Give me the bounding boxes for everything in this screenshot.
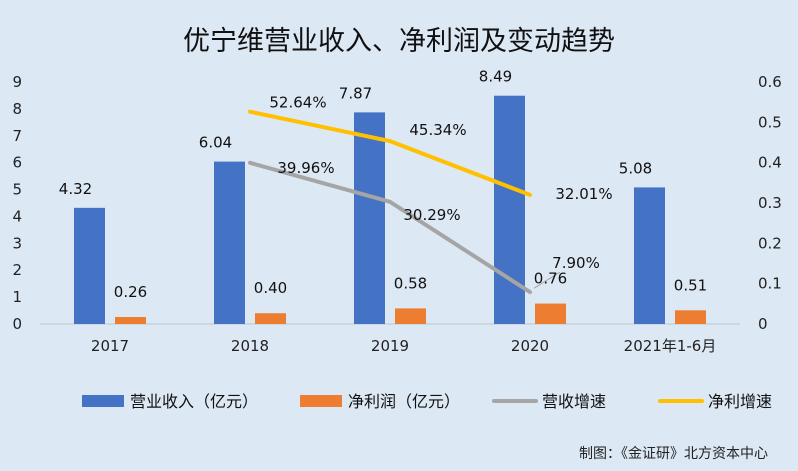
x-tick-label: 2021年1-6月: [624, 337, 717, 355]
y-right-tick-label: 0.2: [758, 234, 782, 252]
y-right-tick-label: 0.1: [758, 275, 782, 293]
revenue-data-label: 7.87: [339, 84, 372, 102]
legend-swatch: [82, 395, 124, 407]
x-tick-label: 2020: [511, 337, 549, 355]
revenue-bar: [354, 112, 385, 324]
net-profit-data-label: 0.76: [534, 270, 567, 288]
legend-label: 净利润（亿元）: [348, 392, 460, 411]
legend-label: 营业收入（亿元）: [130, 392, 258, 411]
revenue-growth-label: 39.96%: [277, 159, 334, 177]
y-left-tick-label: 6: [12, 154, 22, 172]
net-profit-bar: [115, 317, 146, 324]
legend: 营业收入（亿元） 净利润（亿元） 营收增速 净利增速: [82, 392, 772, 411]
revenue-data-label: 8.49: [479, 68, 512, 86]
x-axis: 2017 2018 2019 2020 2021年1-6月: [91, 337, 716, 355]
chart-credit: 制图：《金证研》北方资本中心: [579, 446, 768, 462]
y-right-tick-label: 0.3: [758, 194, 782, 212]
revenue-data-label: 5.08: [619, 159, 652, 177]
net-profit-data-label: 0.26: [114, 283, 147, 301]
net-profit-data-label: 0.58: [394, 274, 427, 292]
revenue-growth-line: [248, 160, 532, 295]
revenue-bar: [74, 207, 105, 324]
net-profit-growth-line: [248, 109, 532, 197]
net-profit-growth-label: 32.01%: [555, 185, 612, 203]
legend-label: 净利增速: [708, 392, 772, 411]
y-left-tick-label: 3: [12, 234, 22, 252]
y-left-tick-label: 2: [12, 261, 22, 279]
net-profit-bar: [675, 310, 706, 324]
net-profit-bar: [255, 313, 286, 324]
net-profit-data-label: 0.40: [254, 279, 287, 297]
net-profit-growth-label: 52.64%: [269, 94, 326, 112]
y-left-tick-label: 1: [12, 288, 22, 306]
label-leader-line: [533, 271, 561, 289]
lines-group: [248, 109, 561, 295]
y-right-tick-label: 0.6: [758, 73, 782, 91]
chart-title: 优宁维营业收入、净利润及变动趋势: [183, 26, 615, 57]
net-profit-bar: [395, 308, 426, 324]
y-right-tick-label: 0: [758, 315, 768, 333]
x-tick-label: 2019: [371, 337, 409, 355]
y-left-tick-label: 5: [12, 181, 22, 199]
revenue-growth-label: 7.90%: [552, 254, 600, 272]
revenue-bar: [634, 187, 665, 324]
revenue-data-label: 4.32: [59, 180, 92, 198]
net-profit-data-label: 0.51: [674, 276, 707, 294]
x-tick-label: 2017: [91, 337, 129, 355]
revenue-data-label: 6.04: [199, 134, 232, 152]
data-labels-group: 4.32 6.04 7.87 8.49 5.08 0.26 0.40 0.58 0.76 0.51…: [59, 68, 707, 301]
legend-label: 营收增速: [542, 392, 606, 411]
y-left-tick-label: 9: [12, 73, 22, 91]
y-axis-right: 0 0.1 0.2 0.3 0.4 0.5 0.6: [758, 73, 782, 333]
revenue-growth-label: 30.29%: [403, 206, 460, 224]
legend-swatch: [300, 395, 342, 407]
y-left-tick-label: 0: [12, 315, 22, 333]
y-axis-left: 0 1 2 3 4 5 6 7 8 9: [12, 73, 22, 333]
x-tick-label: 2018: [231, 337, 269, 355]
net-profit-bar: [535, 303, 566, 324]
net-profit-growth-label: 45.34%: [409, 121, 466, 139]
revenue-bar: [494, 95, 525, 324]
revenue-bar: [214, 161, 245, 324]
y-left-tick-label: 8: [12, 100, 22, 118]
y-right-tick-label: 0.4: [758, 154, 782, 172]
y-left-tick-label: 4: [12, 207, 22, 225]
y-right-tick-label: 0.5: [758, 113, 782, 131]
y-left-tick-label: 7: [12, 127, 22, 145]
